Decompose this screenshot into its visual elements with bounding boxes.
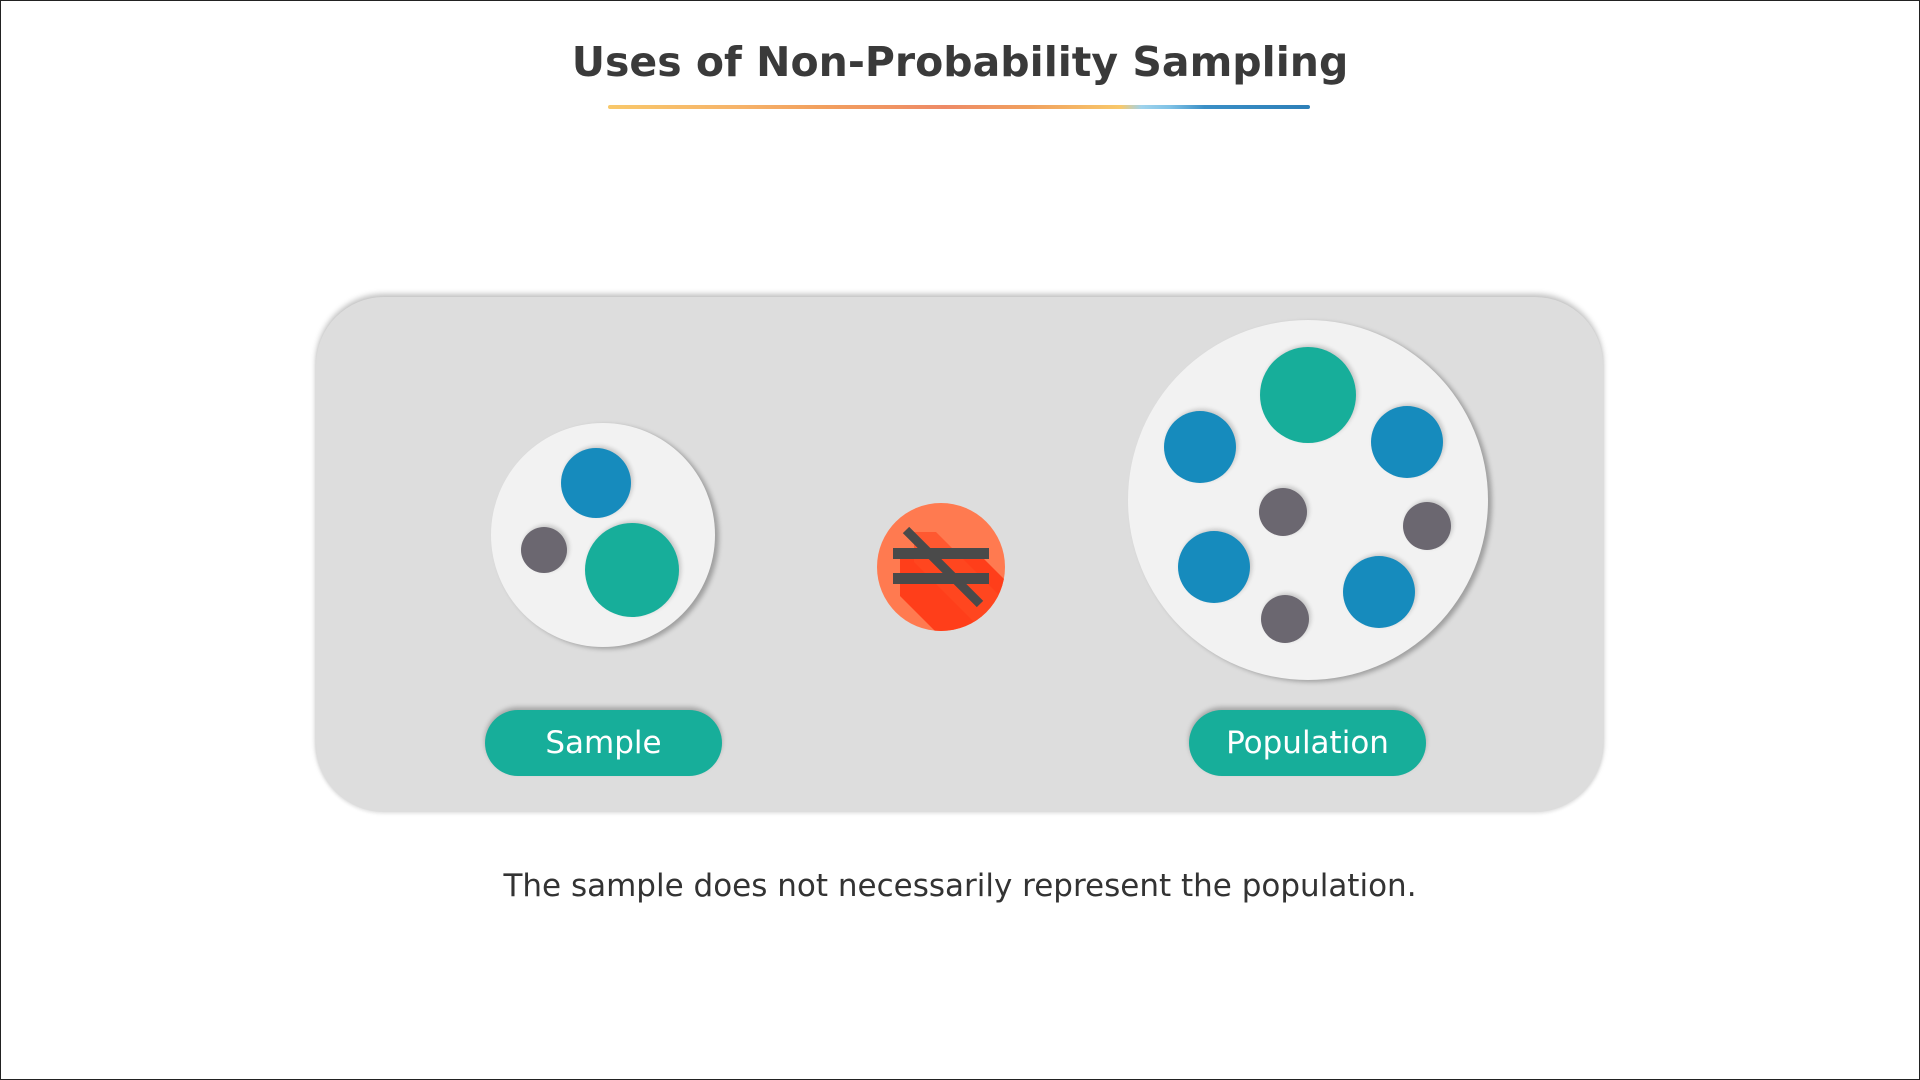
sample-label: Sample (485, 710, 722, 776)
population-blue-dot (1343, 556, 1415, 628)
population-gray-dot (1403, 502, 1451, 550)
sample-teal-dot (585, 523, 679, 617)
population-blue-dot (1164, 411, 1236, 483)
population-blue-dot (1178, 531, 1250, 603)
population-blue-dot (1371, 406, 1443, 478)
caption-text: The sample does not necessarily represen… (503, 868, 1417, 904)
population-teal-dot (1260, 347, 1356, 443)
sample-circle (491, 423, 715, 647)
sample-gray-dot (521, 527, 567, 573)
population-circle (1128, 320, 1488, 680)
sample-blue-dot (561, 448, 631, 518)
population-gray-dot (1261, 595, 1309, 643)
not-equal-icon (876, 502, 1006, 632)
page-title: Uses of Non-Probability Sampling (571, 38, 1349, 86)
population-label: Population (1189, 710, 1426, 776)
population-gray-dot (1259, 488, 1307, 536)
title-underline (608, 105, 1310, 109)
